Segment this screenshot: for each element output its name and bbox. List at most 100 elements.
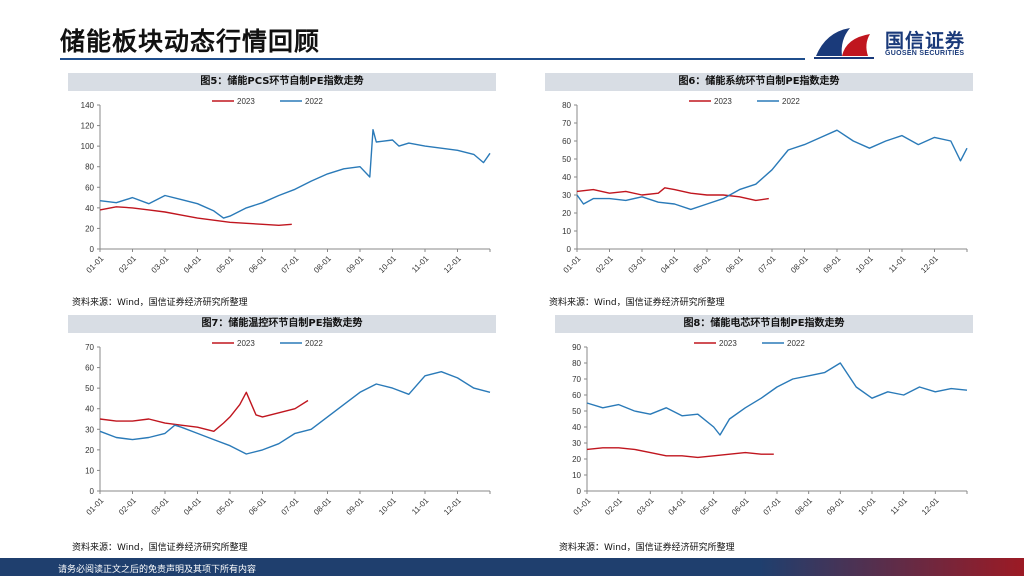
y-tick-label: 80	[572, 359, 581, 368]
x-tick-label: 06-01	[247, 496, 268, 517]
x-tick-label: 10-01	[854, 254, 875, 275]
y-tick-label: 60	[85, 183, 94, 192]
chart-source: 资料来源：Wind，国信证券经济研究所整理	[72, 543, 248, 553]
y-tick-label: 0	[577, 487, 582, 496]
legend-label: 2023	[237, 97, 255, 106]
x-tick-label: 11-01	[887, 254, 908, 275]
x-tick-label: 10-01	[377, 254, 398, 275]
legend-label: 2023	[719, 339, 737, 348]
y-tick-label: 0	[90, 245, 95, 254]
x-tick-label: 02-01	[117, 254, 138, 275]
x-tick-label: 07-01	[757, 254, 778, 275]
chart-title: 图8：储能电芯环节自制PE指数走势	[555, 315, 973, 333]
y-tick-label: 10	[572, 471, 581, 480]
x-tick-label: 01-01	[85, 254, 106, 275]
x-tick-label: 09-01	[345, 496, 366, 517]
chart-title: 图5：储能PCS环节自制PE指数走势	[68, 73, 496, 91]
page-title: 储能板块动态行情回顾	[60, 27, 321, 56]
y-tick-label: 20	[85, 224, 94, 233]
series-line-2023	[99, 391, 309, 433]
x-tick-label: 12-01	[919, 254, 940, 275]
x-tick-label: 11-01	[410, 254, 431, 275]
chart-panel-pcs: 图5：储能PCS环节自制PE指数走势 0 20 40 60 80 100 120 140 01-…	[68, 73, 496, 313]
x-tick-label: 02-01	[117, 496, 138, 517]
y-tick-label: 70	[572, 375, 581, 384]
footer-disclaimer: 请务必阅读正文之后的免责声明及其项下所有内容	[58, 565, 257, 575]
y-tick-label: 40	[85, 204, 94, 213]
y-tick-label: 40	[572, 423, 581, 432]
x-tick-label: 09-01	[825, 496, 846, 517]
chart-pcs: 0 20 40 60 80 100 120 140 01-01 02-01 03-01 04-01 05…	[81, 97, 491, 275]
x-tick-label: 06-01	[724, 254, 745, 275]
x-tick-label: 04-01	[667, 496, 688, 517]
y-tick-label: 50	[85, 384, 94, 393]
x-tick-label: 05-01	[215, 254, 236, 275]
x-tick-label: 09-01	[345, 254, 366, 275]
x-tick-label: 03-01	[635, 496, 656, 517]
guosen-logo-icon	[814, 28, 874, 59]
x-tick-label: 10-01	[857, 496, 878, 517]
x-tick-label: 08-01	[789, 254, 810, 275]
legend-label: 2022	[782, 97, 800, 106]
title-divider	[60, 58, 805, 60]
x-tick-label: 06-01	[247, 254, 268, 275]
x-tick-label: 01-01	[85, 496, 106, 517]
chart-thermal: 0 10 20 30 40 50 60 70 01-01 02-01 03-01 04-01 05-01…	[85, 339, 491, 517]
legend-label: 2022	[305, 97, 323, 106]
series-line-2022	[99, 129, 491, 219]
y-tick-label: 60	[572, 391, 581, 400]
y-tick-label: 50	[562, 155, 571, 164]
x-tick-label: 11-01	[410, 496, 431, 517]
legend-label: 2022	[305, 339, 323, 348]
y-tick-label: 20	[85, 446, 94, 455]
x-tick-label: 12-01	[920, 496, 941, 517]
y-tick-label: 70	[85, 343, 94, 352]
y-tick-label: 20	[562, 209, 571, 218]
y-tick-label: 120	[81, 122, 95, 131]
x-tick-label: 12-01	[442, 496, 463, 517]
x-tick-label: 07-01	[762, 496, 783, 517]
chart-source: 资料来源：Wind，国信证券经济研究所整理	[549, 298, 725, 308]
logo-text: 国信证券	[885, 30, 966, 52]
x-tick-label: 01-01	[562, 254, 583, 275]
x-tick-label: 03-01	[627, 254, 648, 275]
y-tick-label: 140	[81, 101, 95, 110]
y-tick-label: 30	[85, 425, 94, 434]
series-line-2022	[99, 371, 491, 455]
y-tick-label: 20	[572, 455, 581, 464]
x-tick-label: 07-01	[280, 496, 301, 517]
chart-panel-thermal: 图7：储能温控环节自制PE指数走势 0 10 20 30 40 50 60 70 01-01 02…	[68, 315, 496, 555]
y-tick-label: 10	[85, 466, 94, 475]
chart-panel-cell: 图8：储能电芯环节自制PE指数走势 0 10 20 30 40 50 60 70 80 90 01-…	[555, 315, 973, 555]
x-tick-label: 08-01	[793, 496, 814, 517]
x-tick-label: 04-01	[182, 496, 203, 517]
x-tick-label: 06-01	[730, 496, 751, 517]
y-tick-label: 100	[81, 142, 95, 151]
y-tick-label: 0	[567, 245, 572, 254]
x-tick-label: 12-01	[442, 254, 463, 275]
y-tick-label: 30	[562, 191, 571, 200]
series-line-2022	[586, 362, 968, 436]
y-tick-label: 80	[562, 101, 571, 110]
legend-label: 2022	[787, 339, 805, 348]
x-tick-label: 10-01	[377, 496, 398, 517]
y-tick-label: 60	[562, 137, 571, 146]
y-tick-label: 40	[85, 405, 94, 414]
x-tick-label: 05-01	[698, 496, 719, 517]
x-tick-label: 09-01	[822, 254, 843, 275]
y-tick-label: 70	[562, 119, 571, 128]
y-tick-label: 80	[85, 163, 94, 172]
y-tick-label: 30	[572, 439, 581, 448]
chart-title: 图7：储能温控环节自制PE指数走势	[68, 315, 496, 333]
x-tick-label: 01-01	[572, 496, 593, 517]
x-tick-label: 03-01	[150, 254, 171, 275]
series-line-2023	[576, 187, 769, 202]
x-tick-label: 04-01	[659, 254, 680, 275]
x-tick-label: 11-01	[889, 496, 910, 517]
chart-cell: 0 10 20 30 40 50 60 70 80 90 01-01 02-01 03-01 04-01 0…	[572, 339, 968, 517]
chart-source: 资料来源：Wind，国信证券经济研究所整理	[72, 298, 248, 308]
x-tick-label: 02-01	[603, 496, 624, 517]
x-tick-label: 04-01	[182, 254, 203, 275]
y-tick-label: 0	[90, 487, 95, 496]
x-tick-label: 08-01	[312, 496, 333, 517]
